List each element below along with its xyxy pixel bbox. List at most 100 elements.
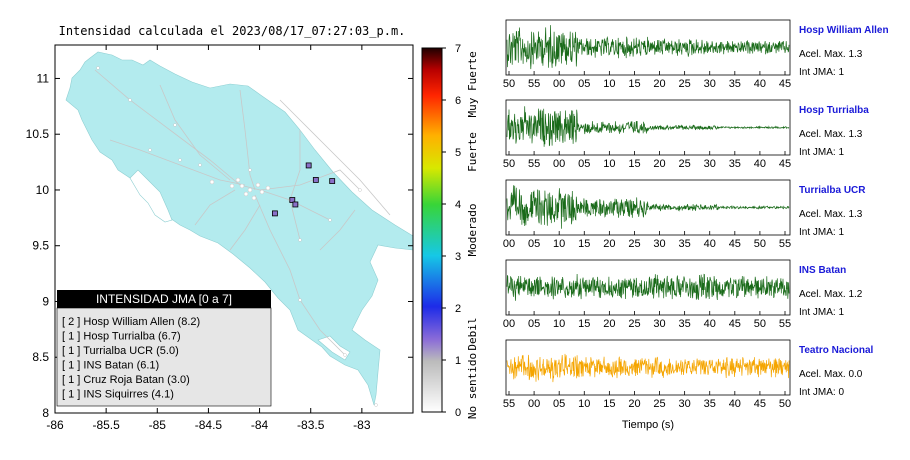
waveform-tick-label: 30 xyxy=(679,398,691,410)
station-name: INS Batan xyxy=(799,265,846,276)
waveform-tick-label: 35 xyxy=(679,238,691,250)
waveform-tick-label: 25 xyxy=(653,398,665,410)
waveform-tick-label: 10 xyxy=(603,158,615,170)
station-marker xyxy=(289,197,296,203)
waveform-tick-label: 25 xyxy=(679,78,691,90)
colorbar-tick-label: 7 xyxy=(455,43,461,55)
colorbar: 0 1 2 3 4 5 6 7 No sentido Debil Moderado Fuerte Mu… xyxy=(421,43,479,419)
waveform-tick-label: 05 xyxy=(528,238,540,250)
waveform-tick-label: 55 xyxy=(528,78,540,90)
map-ytick-label: 9 xyxy=(42,294,49,308)
station-int: Int JMA: 1 xyxy=(799,67,844,78)
colorbar-category-label: Moderado xyxy=(466,204,479,257)
colorbar-category-label: Debil xyxy=(466,317,479,350)
waveform-tick-label: 20 xyxy=(653,78,665,90)
map-xtick-label: -86 xyxy=(46,418,64,432)
colorbar-gradient xyxy=(421,47,443,413)
station-marker xyxy=(272,210,278,217)
waveform-tick-label: 05 xyxy=(553,398,565,410)
colorbar-category-label: Fuerte xyxy=(466,132,479,172)
waveform-tick-label: 20 xyxy=(603,318,615,330)
station-acel: Acel. Max. 1.2 xyxy=(799,289,863,300)
waveform-tick-label: 20 xyxy=(628,398,640,410)
waveform-tick-label: 00 xyxy=(553,78,565,90)
map-ytick-label: 10 xyxy=(36,183,50,197)
station-int: Int JMA: 0 xyxy=(799,387,844,398)
chart-title: Intensidad calculada el 2023/08/17_07:27… xyxy=(59,24,406,38)
station-acel: Acel. Max. 0.0 xyxy=(799,369,863,380)
colorbar-tick-label: 5 xyxy=(455,147,461,159)
map-xtick-label: -84.5 xyxy=(195,418,223,432)
legend-item: [ 1 ] Turrialba UCR (5.0) xyxy=(62,345,179,357)
waveform-xlabel: Tiempo (s) xyxy=(622,419,674,431)
station-markers xyxy=(272,162,336,217)
colorbar-category-label: No sentido xyxy=(466,353,479,419)
waveform-tick-label: 15 xyxy=(578,238,590,250)
waveform-tick-label: 25 xyxy=(628,318,640,330)
waveform-tick-label: 50 xyxy=(503,78,515,90)
station-name: Turrialba UCR xyxy=(799,185,866,196)
map-panel: -86 -85.5 -85 -84.5 -84 -83.5 -83 8 8.5 9 9.5 10 10.… xyxy=(26,44,414,432)
towns xyxy=(96,66,378,407)
waveform-tick-label: 50 xyxy=(754,238,766,250)
waveform-tick-label: 50 xyxy=(779,398,791,410)
waveform-panel: 00 05 10 15 20 25 30 35 40 45 50 55 INS Batan Acel. M… xyxy=(503,259,863,330)
waveform-tick-label: 55 xyxy=(503,398,515,410)
waveform-tick-label: 30 xyxy=(704,78,716,90)
waveform-tick-label: 35 xyxy=(729,158,741,170)
station-int: Int JMA: 1 xyxy=(799,147,844,158)
waveform-tick-label: 10 xyxy=(553,318,565,330)
map-ytick-label: 11 xyxy=(37,71,50,85)
waveform-tick-label: 30 xyxy=(653,318,665,330)
map-xtick-label: -85.5 xyxy=(92,418,120,432)
colorbar-tick-label: 3 xyxy=(455,251,461,263)
waveform-tick-label: 40 xyxy=(754,78,766,90)
land-area xyxy=(65,51,413,406)
station-name: Teatro Nacional xyxy=(799,345,873,356)
map-ytick-label: 10.5 xyxy=(26,127,50,141)
waveform-tick-label: 50 xyxy=(503,158,515,170)
waveform-panel: 55 00 05 10 15 20 25 30 35 40 45 50 Teatro Nacional A… xyxy=(503,339,873,410)
waveform-tick-label: 45 xyxy=(754,398,766,410)
legend-item: [ 1 ] INS Siquirres (4.1) xyxy=(62,389,174,401)
waveform-tick-label: 15 xyxy=(628,158,640,170)
waveform-tick-label: 00 xyxy=(503,318,515,330)
waveform-panel: 50 55 00 05 10 15 20 25 30 35 40 45 Hosp William All… xyxy=(503,19,889,90)
map-xtick-label: -85 xyxy=(149,418,167,432)
waveform-tick-label: 35 xyxy=(679,318,691,330)
map-ytick-label: 9.5 xyxy=(32,239,49,253)
station-marker xyxy=(329,178,336,184)
colorbar-tick-label: 2 xyxy=(455,303,461,315)
waveform-tick-label: 45 xyxy=(779,78,791,90)
waveform-trace xyxy=(506,273,790,301)
waveform-tick-label: 55 xyxy=(528,158,540,170)
colorbar-tick-label: 0 xyxy=(455,407,461,419)
waveform-tick-label: 10 xyxy=(578,398,590,410)
station-marker xyxy=(292,201,299,208)
waveform-tick-label: 55 xyxy=(779,238,791,250)
waveform-tick-label: 40 xyxy=(704,238,716,250)
waveform-panel: 50 55 00 05 10 15 20 25 30 35 40 45 Hosp Turrialba Ac… xyxy=(503,99,869,170)
waveform-tick-label: 40 xyxy=(754,158,766,170)
waveform-tick-label: 00 xyxy=(553,158,565,170)
station-name: Hosp Turrialba xyxy=(799,105,869,116)
waveform-tick-label: 05 xyxy=(578,158,590,170)
map-xtick-label: -84 xyxy=(251,418,269,432)
map-ytick-label: 8 xyxy=(42,406,49,420)
intensity-legend: INTENSIDAD JMA [0 a 7] [ 2 ] Hosp Willia… xyxy=(56,290,272,407)
map-xtick-label: -83.5 xyxy=(297,418,325,432)
colorbar-category-label: Muy Fuerte xyxy=(466,51,479,117)
waveform-tick-label: 45 xyxy=(729,238,741,250)
waveform-tick-label: 25 xyxy=(628,238,640,250)
legend-item: [ 1 ] Cruz Roja Batan (3.0) xyxy=(62,374,190,386)
map-frame xyxy=(54,44,414,414)
colorbar-tick-label: 6 xyxy=(455,95,461,107)
colorbar-tick-label: 1 xyxy=(455,355,461,367)
waveform-tick-label: 35 xyxy=(729,78,741,90)
waveform-tick-label: 10 xyxy=(553,238,565,250)
legend-item: [ 1 ] Hosp Turrialba (6.7) xyxy=(62,331,181,343)
waveform-tick-label: 30 xyxy=(704,158,716,170)
waveform-tick-label: 20 xyxy=(603,238,615,250)
waveform-tick-label: 15 xyxy=(578,318,590,330)
